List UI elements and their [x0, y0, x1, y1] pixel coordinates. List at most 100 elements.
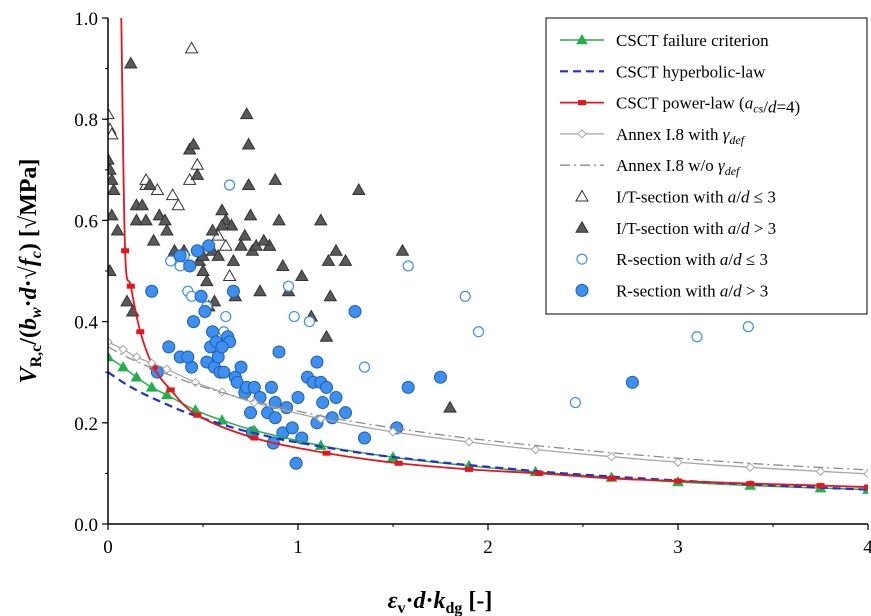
- series-8-point: [329, 391, 343, 404]
- series-6-point: [395, 243, 410, 256]
- series-7-point: [691, 331, 703, 343]
- x-tick-label: 0: [103, 537, 113, 558]
- series-8-point: [358, 431, 371, 445]
- series-2-point: [465, 466, 473, 472]
- series-0-point: [216, 414, 228, 425]
- legend-marker: [575, 189, 589, 202]
- legend-label: Annex I.8 w/o γdef: [616, 156, 741, 178]
- series-8-point: [625, 375, 639, 389]
- legend-box: [545, 17, 868, 315]
- series-6-point: [146, 233, 161, 246]
- legend-label-part: d: [733, 250, 742, 269]
- legend-label-part: /: [763, 98, 768, 117]
- series-5-point: [108, 107, 115, 120]
- series-7-point: [224, 179, 236, 191]
- legend-label: R-section with a/d ≤ 3: [616, 250, 768, 269]
- series-5-point: [222, 269, 237, 282]
- legend-label-part: R-section with: [616, 281, 720, 300]
- legend-label-part: a: [720, 250, 729, 269]
- series-8-point: [264, 380, 278, 394]
- y-tick-label: 0.2: [74, 414, 98, 435]
- series-6-point: [205, 223, 220, 236]
- series-2-point: [746, 481, 755, 487]
- series-6-point: [215, 203, 229, 216]
- series-6-point: [186, 137, 201, 150]
- legend-marker: [575, 283, 589, 297]
- series-6-point: [329, 243, 343, 256]
- series-3-point: [131, 352, 142, 362]
- series-1: [108, 371, 868, 491]
- series-8-point: [247, 380, 261, 394]
- legend-item-6: I/T-section with a/d > 3: [575, 219, 776, 238]
- series-2-point: [394, 460, 403, 466]
- series-6-point: [294, 269, 309, 282]
- series-3-point: [673, 457, 683, 467]
- series-8-point: [183, 259, 197, 273]
- series-2-point: [149, 364, 158, 370]
- series-6-point: [129, 213, 144, 226]
- series-6-point: [321, 253, 336, 266]
- series-0-point: [145, 381, 158, 392]
- series-8-point: [194, 289, 208, 303]
- tick-labels: 0 1 2 3 4 0.0 0.2 0.4 0.6 0.8 1.0: [74, 9, 871, 558]
- series-3-point: [146, 358, 157, 368]
- series-7-point: [742, 321, 754, 333]
- series-8-point: [217, 365, 231, 379]
- series-6-point: [108, 263, 117, 276]
- legend-label-part: γ: [718, 156, 726, 175]
- legend-label-part: > 3: [749, 219, 776, 238]
- series-6-point: [123, 56, 138, 69]
- series-3-point: [118, 344, 128, 355]
- series-3: [108, 337, 868, 479]
- legend: CSCT failure criterion CSCT hyperbolic-la…: [545, 17, 868, 315]
- series-0: [108, 351, 868, 494]
- x-tick-label: 1: [293, 537, 303, 558]
- series-6-point: [108, 172, 119, 185]
- series-6-point: [243, 208, 258, 221]
- series-3-point: [606, 451, 617, 462]
- y-axis-title: VR,c/(bw·d·√fc) [√MPa]: [16, 159, 45, 384]
- series-5-point: [190, 157, 205, 170]
- legend-label: CSCT power-law (acs/d=4): [616, 94, 800, 117]
- legend-item-3: Annex I.8 with γdef: [560, 125, 746, 147]
- legend-label-part: d: [733, 281, 742, 300]
- series-2: [120, 18, 868, 490]
- series-8-point: [145, 284, 159, 298]
- series-6-point: [108, 162, 117, 175]
- series-6-point: [199, 274, 214, 287]
- series-6-point: [226, 253, 241, 266]
- legend-label-part: ≤ 3: [742, 250, 768, 269]
- series-2-point: [136, 329, 145, 335]
- series-7-point: [303, 316, 315, 328]
- series-8-point: [310, 355, 324, 369]
- series-8-point: [162, 340, 176, 354]
- series-7-point: [288, 310, 300, 323]
- series-6-point: [190, 167, 205, 180]
- series-7-point: [282, 280, 295, 292]
- series-3-point: [745, 462, 755, 473]
- series-2-point: [864, 484, 868, 490]
- legend-item-0: CSCT failure criterion: [560, 31, 769, 50]
- legend-marker: [575, 220, 589, 233]
- series-6-point: [196, 263, 210, 276]
- y-tick-label: 0.4: [74, 313, 98, 334]
- series-6-point: [211, 248, 226, 261]
- series-6-point: [323, 289, 338, 302]
- series-7-point: [569, 396, 582, 409]
- series-8-point: [215, 340, 229, 354]
- legend-label-part: /: [736, 219, 741, 238]
- legend-label-part: a: [728, 188, 737, 207]
- series-2-point: [816, 483, 825, 489]
- series-6-point: [142, 177, 157, 190]
- series-8-point: [320, 380, 333, 394]
- series-7-point: [220, 310, 232, 323]
- legend-label-part: γ: [723, 125, 731, 144]
- series-8-point: [268, 411, 282, 425]
- series-8-point: [190, 244, 204, 258]
- series-8-point: [401, 380, 415, 394]
- series-8-point: [348, 304, 362, 318]
- x-tick-label: 3: [673, 537, 683, 558]
- series-5-point: [218, 238, 233, 251]
- series-3-point: [388, 427, 398, 437]
- legend-label: CSCT failure criterion: [616, 31, 769, 50]
